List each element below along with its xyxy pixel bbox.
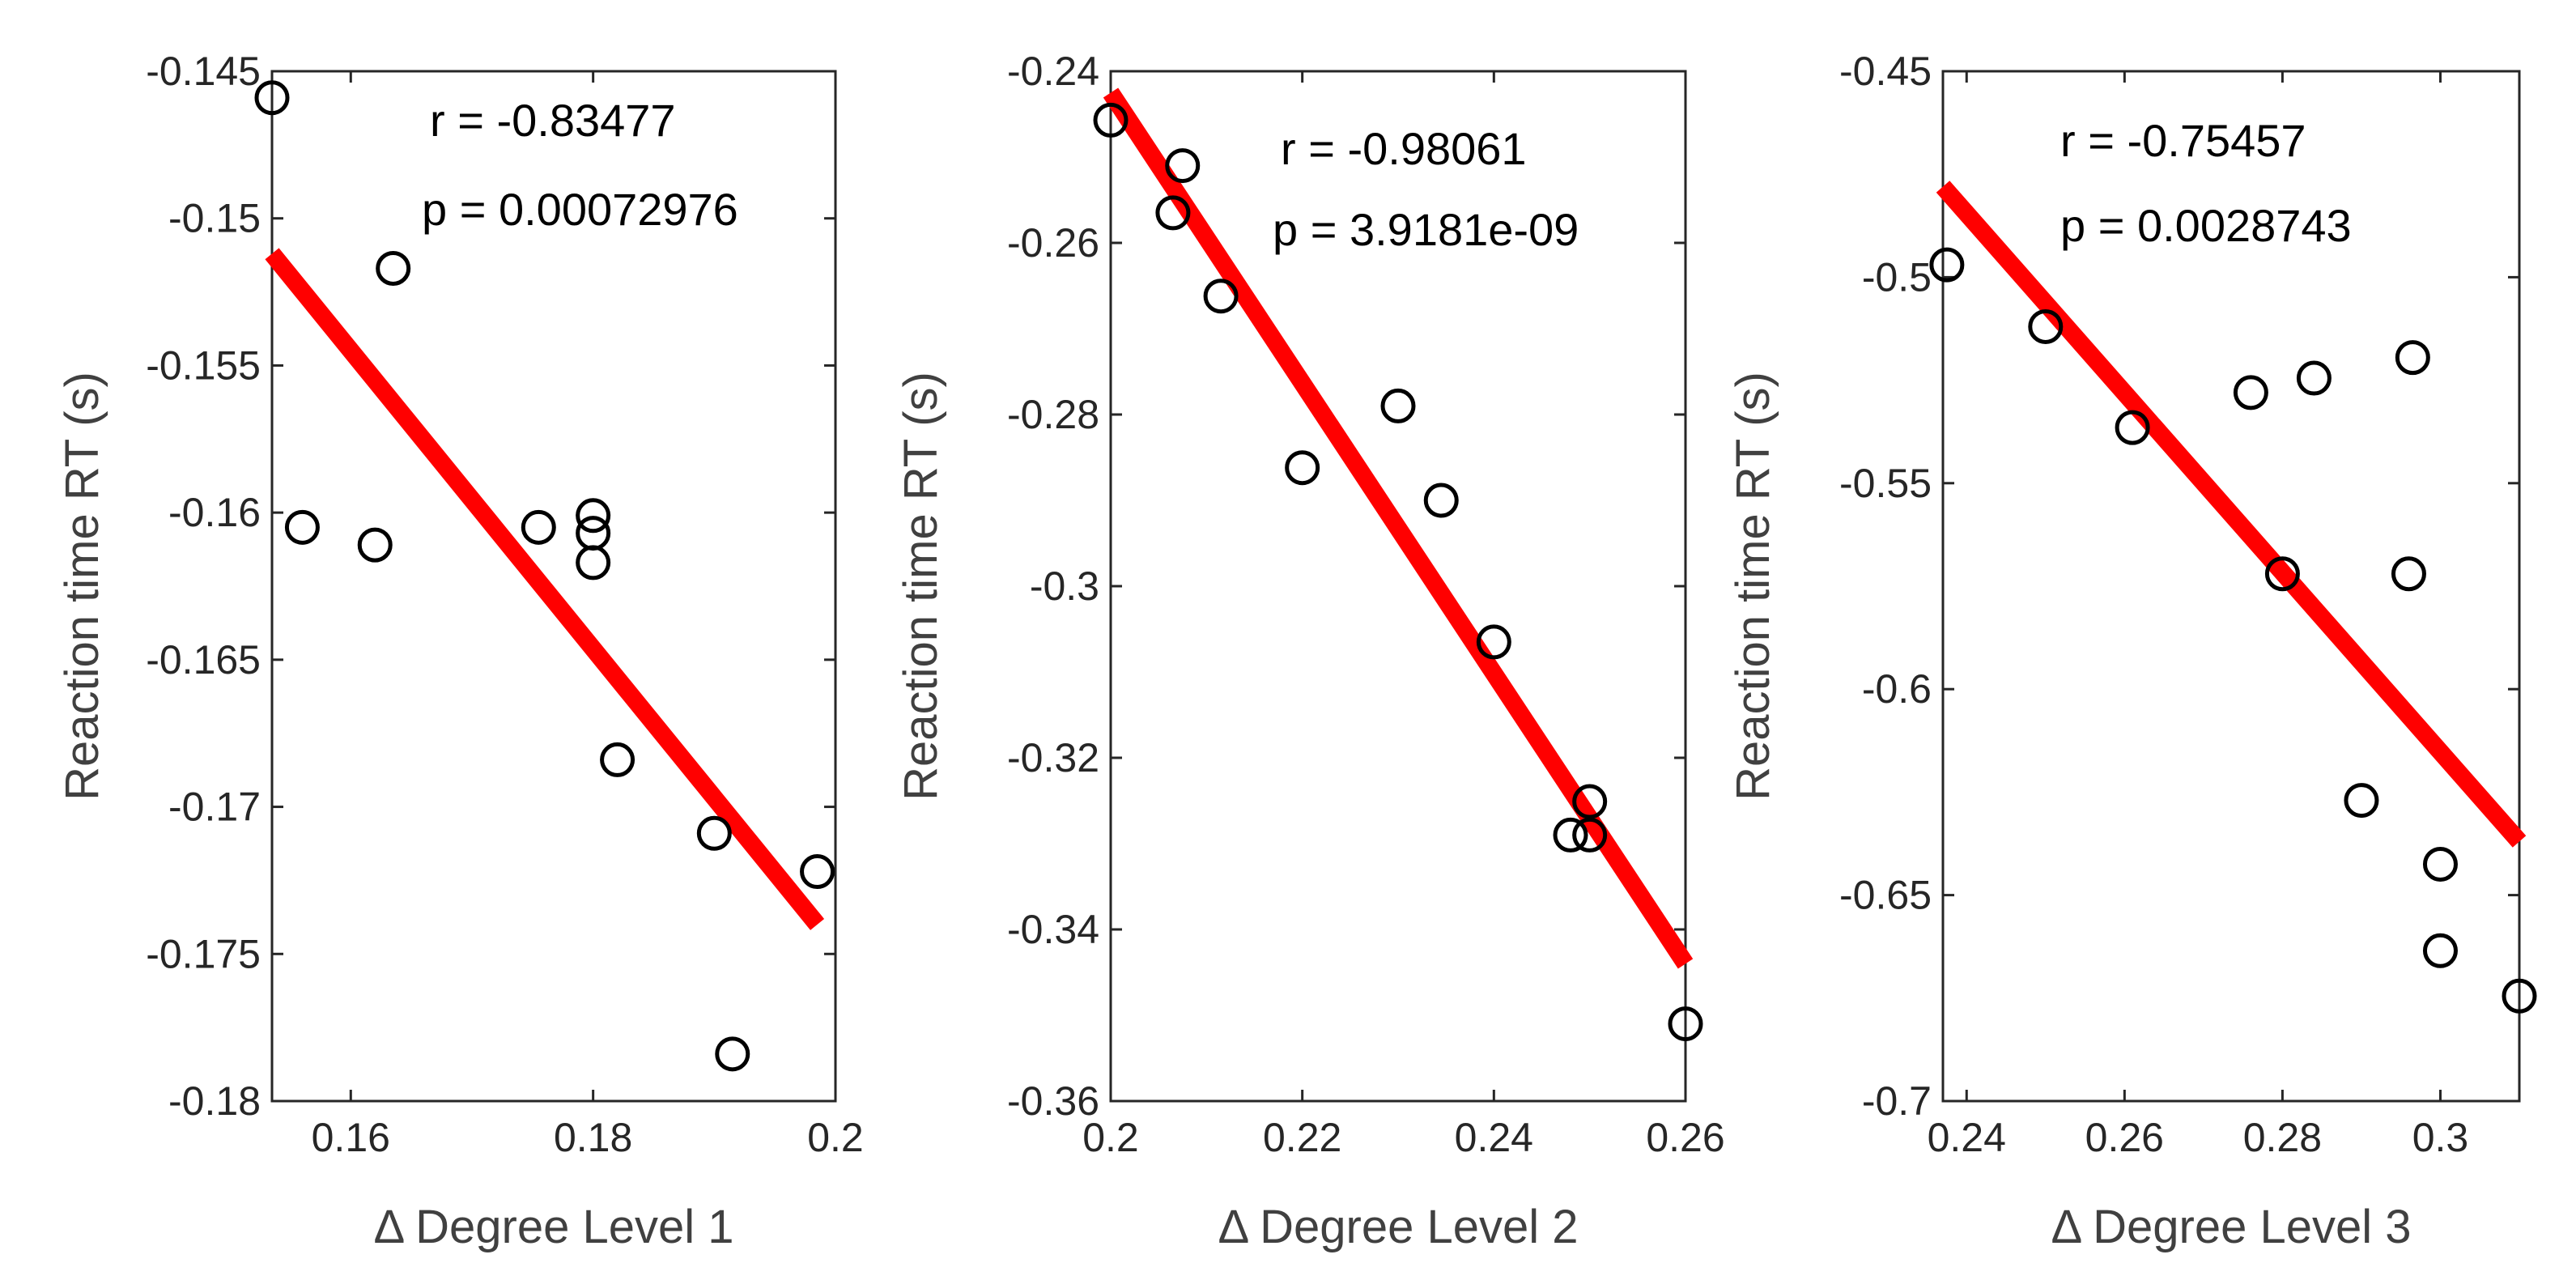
correlation-r-label: r = -0.75457: [2060, 115, 2306, 166]
correlation-p-label: p = 3.9181e-09: [1273, 204, 1579, 255]
axes-frame: [270, 70, 837, 1103]
data-point: [2296, 360, 2332, 396]
y-tick-label: -0.17: [168, 785, 261, 830]
regression-line: [1936, 181, 2527, 848]
x-tick-label: 0.3: [2412, 1115, 2469, 1160]
data-point: [357, 527, 393, 563]
data-point: [2264, 556, 2300, 592]
y-tick-label: -0.24: [1007, 49, 1099, 94]
data-point: [1668, 1006, 1703, 1042]
data-point: [284, 509, 320, 545]
x-tick-label: 0.16: [312, 1115, 390, 1160]
y-tick-label: -0.28: [1007, 392, 1099, 437]
y-tick-label: -0.145: [146, 49, 261, 94]
x-tick-label: 0.2: [1082, 1115, 1139, 1160]
data-point: [1165, 148, 1201, 184]
data-point: [521, 509, 556, 545]
data-point: [1285, 450, 1320, 486]
data-point: [2233, 375, 2268, 410]
y-tick-label: -0.3: [1030, 563, 1099, 609]
y-tick-label: -0.36: [1007, 1078, 1099, 1124]
y-tick-label: -0.16: [168, 490, 261, 535]
regression-line: [265, 248, 825, 930]
x-tick-label: 0.22: [1263, 1115, 1341, 1160]
data-point: [576, 516, 611, 551]
x-axis-label: Δ Degree Level 3: [2051, 1201, 2411, 1253]
data-point: [2115, 410, 2150, 445]
x-tick-label: 0.28: [2243, 1115, 2322, 1160]
x-axis-label: Δ Degree Level 2: [1218, 1201, 1578, 1253]
y-tick-label: -0.7: [1862, 1078, 1932, 1124]
data-point: [715, 1036, 750, 1072]
data-point: [2391, 556, 2426, 592]
data-point: [2028, 308, 2064, 344]
data-point: [254, 80, 290, 116]
data-point: [600, 742, 635, 777]
data-point: [1572, 784, 1608, 819]
subplot-2: 0.2 0.22 0.24 0.26 -0.36 -0.34 -0.32 -0.3 -0.28 -…: [895, 49, 1725, 1253]
data-point: [1380, 388, 1416, 423]
x-axis-label: Δ Degree Level 1: [373, 1201, 733, 1253]
y-tick-label: -0.175: [146, 931, 261, 976]
data-point: [1203, 279, 1239, 314]
y-tick-label: -0.65: [1839, 873, 1932, 918]
data-point: [696, 815, 732, 851]
axes-frame: [1941, 70, 2521, 1103]
data-point: [1553, 817, 1588, 853]
subplot-3: 0.24 0.26 0.28 0.3 -0.7 -0.65 -0.6 -0.55 -0.5 -0.…: [1727, 49, 2537, 1253]
y-tick-label: -0.165: [146, 637, 261, 683]
correlation-r-label: r = -0.98061: [1281, 123, 1527, 174]
x-tick-label: 0.26: [1646, 1115, 1724, 1160]
correlation-p-label: p = 0.00072976: [422, 184, 738, 235]
x-tick-label: 0.2: [807, 1115, 864, 1160]
y-tick-label: -0.32: [1007, 735, 1099, 780]
data-point: [576, 545, 611, 580]
data-point: [376, 250, 411, 286]
correlation-p-label: p = 0.0028743: [2060, 200, 2352, 251]
data-point: [1155, 195, 1191, 231]
y-tick-label: -0.15: [168, 196, 261, 241]
y-tick-label: -0.155: [146, 342, 261, 388]
y-tick-label: -0.5: [1862, 254, 1932, 300]
y-tick-label: -0.34: [1007, 907, 1099, 952]
y-axis-label: Reaction time RT (s): [1727, 372, 1779, 801]
data-point: [1476, 624, 1511, 660]
data-point: [2422, 846, 2458, 882]
subplot-1: 0.16 0.18 0.2 -0.18 -0.175 -0.17 -0.165 -0.16 -0…: [56, 49, 864, 1253]
data-point: [1093, 102, 1129, 138]
y-tick-label: -0.26: [1007, 220, 1099, 266]
data-point: [1572, 817, 1608, 853]
x-tick-label: 0.18: [554, 1115, 632, 1160]
x-tick-label: 0.24: [1928, 1115, 2006, 1160]
data-point: [1929, 247, 1965, 283]
y-axis-label: Reaction time RT (s): [895, 372, 947, 801]
data-point: [800, 854, 835, 890]
data-point: [2344, 783, 2379, 819]
data-point: [2395, 340, 2430, 376]
data-point: [576, 498, 611, 534]
y-axis-label: Reaction time RT (s): [56, 372, 108, 801]
y-tick-label: -0.18: [168, 1078, 261, 1124]
data-point: [2502, 978, 2537, 1014]
y-tick-label: -0.55: [1839, 461, 1932, 506]
correlation-r-label: r = -0.83477: [430, 95, 676, 146]
data-point: [1423, 483, 1459, 518]
x-tick-label: 0.26: [2085, 1115, 2164, 1160]
y-tick-label: -0.45: [1839, 49, 1932, 94]
data-point: [2422, 933, 2458, 968]
x-tick-label: 0.24: [1455, 1115, 1533, 1160]
y-tick-label: -0.6: [1862, 666, 1932, 712]
